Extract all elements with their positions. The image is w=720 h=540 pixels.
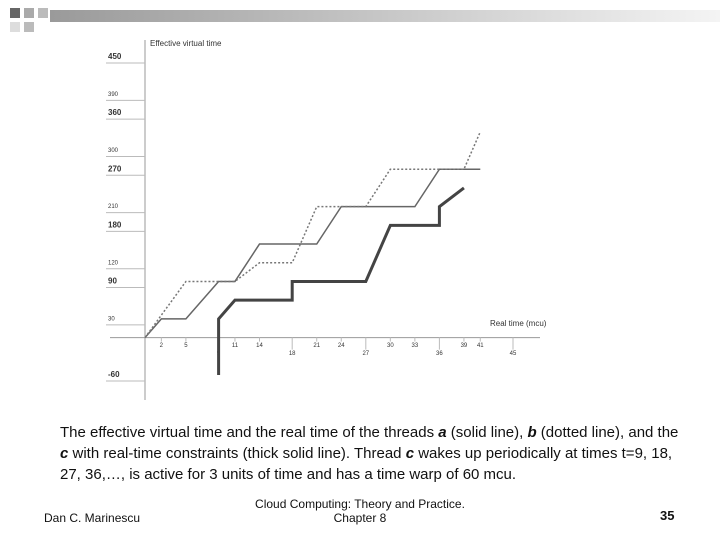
x-tick-label: 45 xyxy=(510,351,517,357)
x-tick-label: 24 xyxy=(338,343,345,349)
decor xyxy=(24,8,34,18)
footer-chapter: Chapter 8 xyxy=(333,511,387,525)
x-tick-label: 27 xyxy=(362,351,369,357)
series-line xyxy=(144,131,481,339)
x-tick-label: 18 xyxy=(289,351,296,357)
footer-book: Cloud Computing: Theory and Practice. Cha… xyxy=(250,497,470,525)
y-tick-label: 180 xyxy=(108,220,122,229)
x-tick-label: 30 xyxy=(387,343,394,349)
x-tick-label: 36 xyxy=(436,351,443,357)
y-tick-label: 120 xyxy=(108,260,119,266)
caption: The effective virtual time and the real … xyxy=(60,422,688,485)
y-tick-label: 270 xyxy=(108,164,122,173)
y-tick-label: 30 xyxy=(108,316,115,322)
y-tick-label: 360 xyxy=(108,108,122,117)
caption-text: c xyxy=(60,445,69,462)
footer-author: Dan C. Marinescu xyxy=(44,511,141,525)
series-line xyxy=(217,186,465,375)
decor xyxy=(10,22,20,32)
caption-text: The effective virtual time and the real … xyxy=(60,424,439,441)
x-tick-label: 33 xyxy=(412,343,419,349)
y-axis-label: Effective virtual time xyxy=(150,39,222,48)
x-tick-label: 21 xyxy=(313,343,320,349)
chart: Effective virtual time Real time (mcu) -… xyxy=(10,8,720,400)
x-tick-label: 11 xyxy=(232,343,239,349)
page-number: 35 xyxy=(660,508,675,523)
y-tick-label: 390 xyxy=(108,92,119,98)
caption-text: (dotted line), and the xyxy=(536,424,679,441)
caption-text: c xyxy=(405,445,415,462)
caption-text: wakes up periodically at times t=9, 18, … xyxy=(60,445,673,483)
y-tick-label: 90 xyxy=(108,277,117,286)
x-tick-label: 41 xyxy=(477,343,484,349)
footer-book-title: Cloud Computing: Theory and Practice. xyxy=(255,497,465,511)
x-tick-label: 2 xyxy=(160,343,164,349)
caption-text: with real-time constraints (thick solid … xyxy=(68,445,406,462)
decor xyxy=(38,8,48,18)
caption-text: a xyxy=(438,424,447,441)
y-tick-label: -60 xyxy=(108,370,120,379)
x-tick-label: 14 xyxy=(256,343,263,349)
series-line xyxy=(144,168,481,339)
header-bar xyxy=(50,10,720,22)
x-tick-label: 39 xyxy=(461,343,468,349)
y-tick-label: 450 xyxy=(108,52,122,61)
y-tick-label: 210 xyxy=(108,204,119,210)
caption-text: b xyxy=(527,424,537,441)
decor xyxy=(10,8,20,18)
x-tick-label: 5 xyxy=(184,343,188,349)
x-axis-label: Real time (mcu) xyxy=(490,319,547,328)
y-tick-label: 300 xyxy=(108,148,119,154)
caption-text: (solid line), xyxy=(446,424,528,441)
decor xyxy=(24,22,34,32)
